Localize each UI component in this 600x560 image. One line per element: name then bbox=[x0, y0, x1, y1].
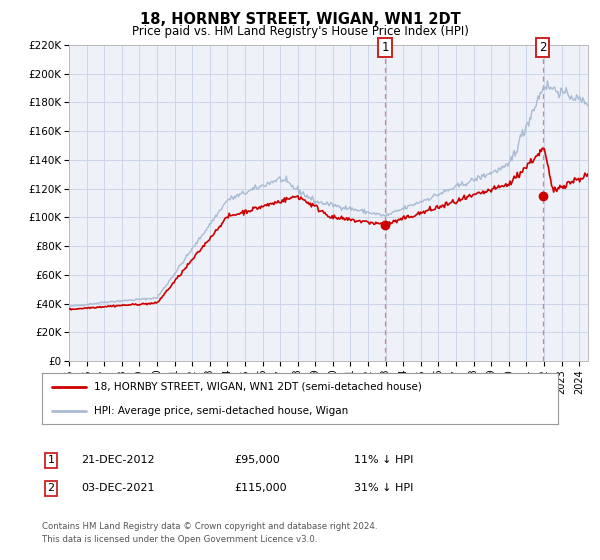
Text: 11% ↓ HPI: 11% ↓ HPI bbox=[354, 455, 413, 465]
Text: 21-DEC-2012: 21-DEC-2012 bbox=[81, 455, 155, 465]
Text: 1: 1 bbox=[382, 41, 389, 54]
Text: £95,000: £95,000 bbox=[234, 455, 280, 465]
Text: 31% ↓ HPI: 31% ↓ HPI bbox=[354, 483, 413, 493]
Text: HPI: Average price, semi-detached house, Wigan: HPI: Average price, semi-detached house,… bbox=[94, 405, 348, 416]
Text: This data is licensed under the Open Government Licence v3.0.: This data is licensed under the Open Gov… bbox=[42, 535, 317, 544]
Text: 18, HORNBY STREET, WIGAN, WN1 2DT (semi-detached house): 18, HORNBY STREET, WIGAN, WN1 2DT (semi-… bbox=[94, 382, 421, 392]
Text: 2: 2 bbox=[47, 483, 55, 493]
Text: 2: 2 bbox=[539, 41, 547, 54]
Text: 03-DEC-2021: 03-DEC-2021 bbox=[81, 483, 155, 493]
Text: Contains HM Land Registry data © Crown copyright and database right 2024.: Contains HM Land Registry data © Crown c… bbox=[42, 522, 377, 531]
Text: 1: 1 bbox=[47, 455, 55, 465]
Text: £115,000: £115,000 bbox=[234, 483, 287, 493]
Text: 18, HORNBY STREET, WIGAN, WN1 2DT: 18, HORNBY STREET, WIGAN, WN1 2DT bbox=[140, 12, 460, 27]
Text: Price paid vs. HM Land Registry's House Price Index (HPI): Price paid vs. HM Land Registry's House … bbox=[131, 25, 469, 38]
